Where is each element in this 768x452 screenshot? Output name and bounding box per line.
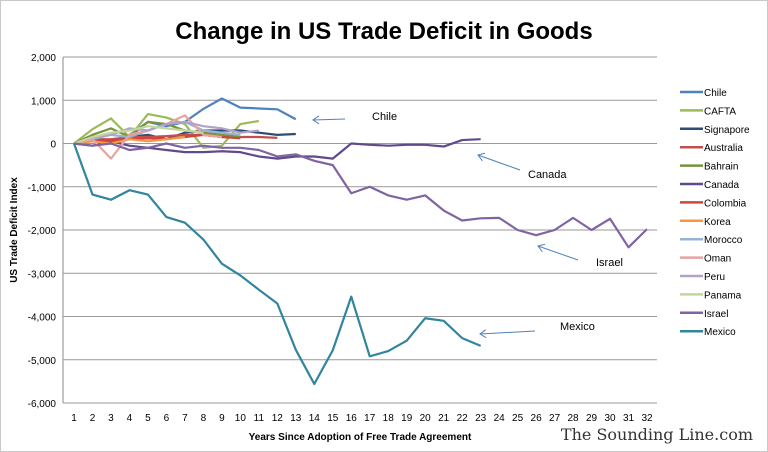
legend-entry: Colombia [704, 198, 747, 209]
x-tick-label: 27 [549, 413, 561, 424]
annotation-label: Israel [596, 257, 623, 269]
y-tick-label: 0 [50, 140, 56, 151]
series-line-peru [73, 120, 259, 145]
y-tick-label: -1,000 [28, 183, 57, 194]
x-tick-label: 16 [346, 413, 358, 424]
x-tick-label: 15 [327, 413, 339, 424]
x-tick-label: 11 [254, 413, 265, 424]
y-tick-label: 2,000 [31, 53, 56, 64]
series-line-korea [73, 135, 186, 145]
x-tick-label: 9 [219, 413, 225, 424]
x-tick-label: 10 [235, 413, 247, 424]
legend-entry: Australia [704, 143, 743, 154]
chart-title: Change in US Trade Deficit in Goods [175, 18, 592, 45]
x-tick-label: 3 [108, 413, 114, 424]
x-tick-label: 5 [145, 413, 151, 424]
annotation-label: Chile [372, 111, 397, 123]
x-tick-label: 24 [494, 413, 506, 424]
arrow-head [479, 329, 487, 339]
y-tick-label: -4,000 [28, 313, 57, 324]
legend-entry: Chile [704, 88, 727, 99]
legend-entry: Canada [704, 180, 739, 191]
x-tick-label: 20 [420, 413, 432, 424]
watermark: The Sounding Line.com [561, 425, 753, 444]
arrow-head [477, 152, 486, 162]
x-tick-label: 1 [71, 413, 77, 424]
legend-entry: Mexico [704, 327, 736, 338]
legend-entry: Israel [704, 309, 728, 320]
legend-entry: Korea [704, 217, 731, 228]
legend-entry: Panama [704, 290, 742, 301]
x-tick-label: 18 [383, 413, 395, 424]
y-tick-label: -6,000 [28, 399, 57, 410]
x-tick-label: 19 [401, 413, 413, 424]
series-line-panama [73, 125, 204, 145]
y-tick-label: -3,000 [28, 269, 57, 280]
x-tick-label: 7 [182, 413, 188, 424]
legend-entry: Oman [704, 254, 731, 265]
legend-entry: Bahrain [704, 162, 738, 173]
x-tick-label: 29 [586, 413, 598, 424]
x-tick-label: 32 [641, 413, 653, 424]
series-line-canada [73, 138, 481, 160]
series-line-mexico [72, 143, 482, 386]
x-tick-label: 30 [604, 413, 616, 424]
annotation-label: Mexico [560, 321, 595, 333]
y-tick-label: 1,000 [31, 96, 56, 107]
x-tick-label: 2 [90, 413, 96, 424]
series-line-bahrain [73, 120, 241, 145]
x-tick-label: 14 [309, 413, 321, 424]
y-tick-label: -2,000 [28, 226, 57, 237]
legend-entry: Signapore [704, 125, 750, 136]
x-tick-label: 22 [457, 413, 469, 424]
x-tick-label: 25 [512, 413, 524, 424]
annotation-arrow [477, 154, 521, 171]
annotation-label: Canada [528, 169, 567, 181]
x-axis-label: Years Since Adoption of Free Trade Agree… [249, 432, 472, 443]
series-line-australia [73, 133, 278, 145]
legend-entry: Peru [704, 272, 725, 283]
arrow-head [312, 115, 320, 125]
x-tick-label: 23 [475, 413, 487, 424]
x-tick-label: 13 [290, 413, 302, 424]
series-line-israel [73, 142, 648, 249]
x-tick-label: 21 [438, 413, 450, 424]
x-tick-label: 17 [364, 413, 376, 424]
x-tick-label: 26 [531, 413, 543, 424]
annotation-arrow [479, 330, 536, 335]
x-tick-label: 28 [568, 413, 580, 424]
x-tick-label: 4 [127, 413, 133, 424]
annotation-arrow [312, 118, 346, 121]
y-tick-label: -5,000 [28, 356, 57, 367]
legend-entry: CAFTA [704, 106, 736, 117]
arrow-head [537, 243, 546, 253]
x-tick-label: 12 [272, 413, 284, 424]
x-tick-label: 31 [623, 413, 635, 424]
x-tick-label: 6 [164, 413, 170, 424]
annotation-arrow [537, 245, 579, 261]
y-axis-label: US Trade Deficit Index [9, 177, 20, 283]
legend-entry: Morocco [704, 235, 743, 246]
x-tick-label: 8 [201, 413, 207, 424]
